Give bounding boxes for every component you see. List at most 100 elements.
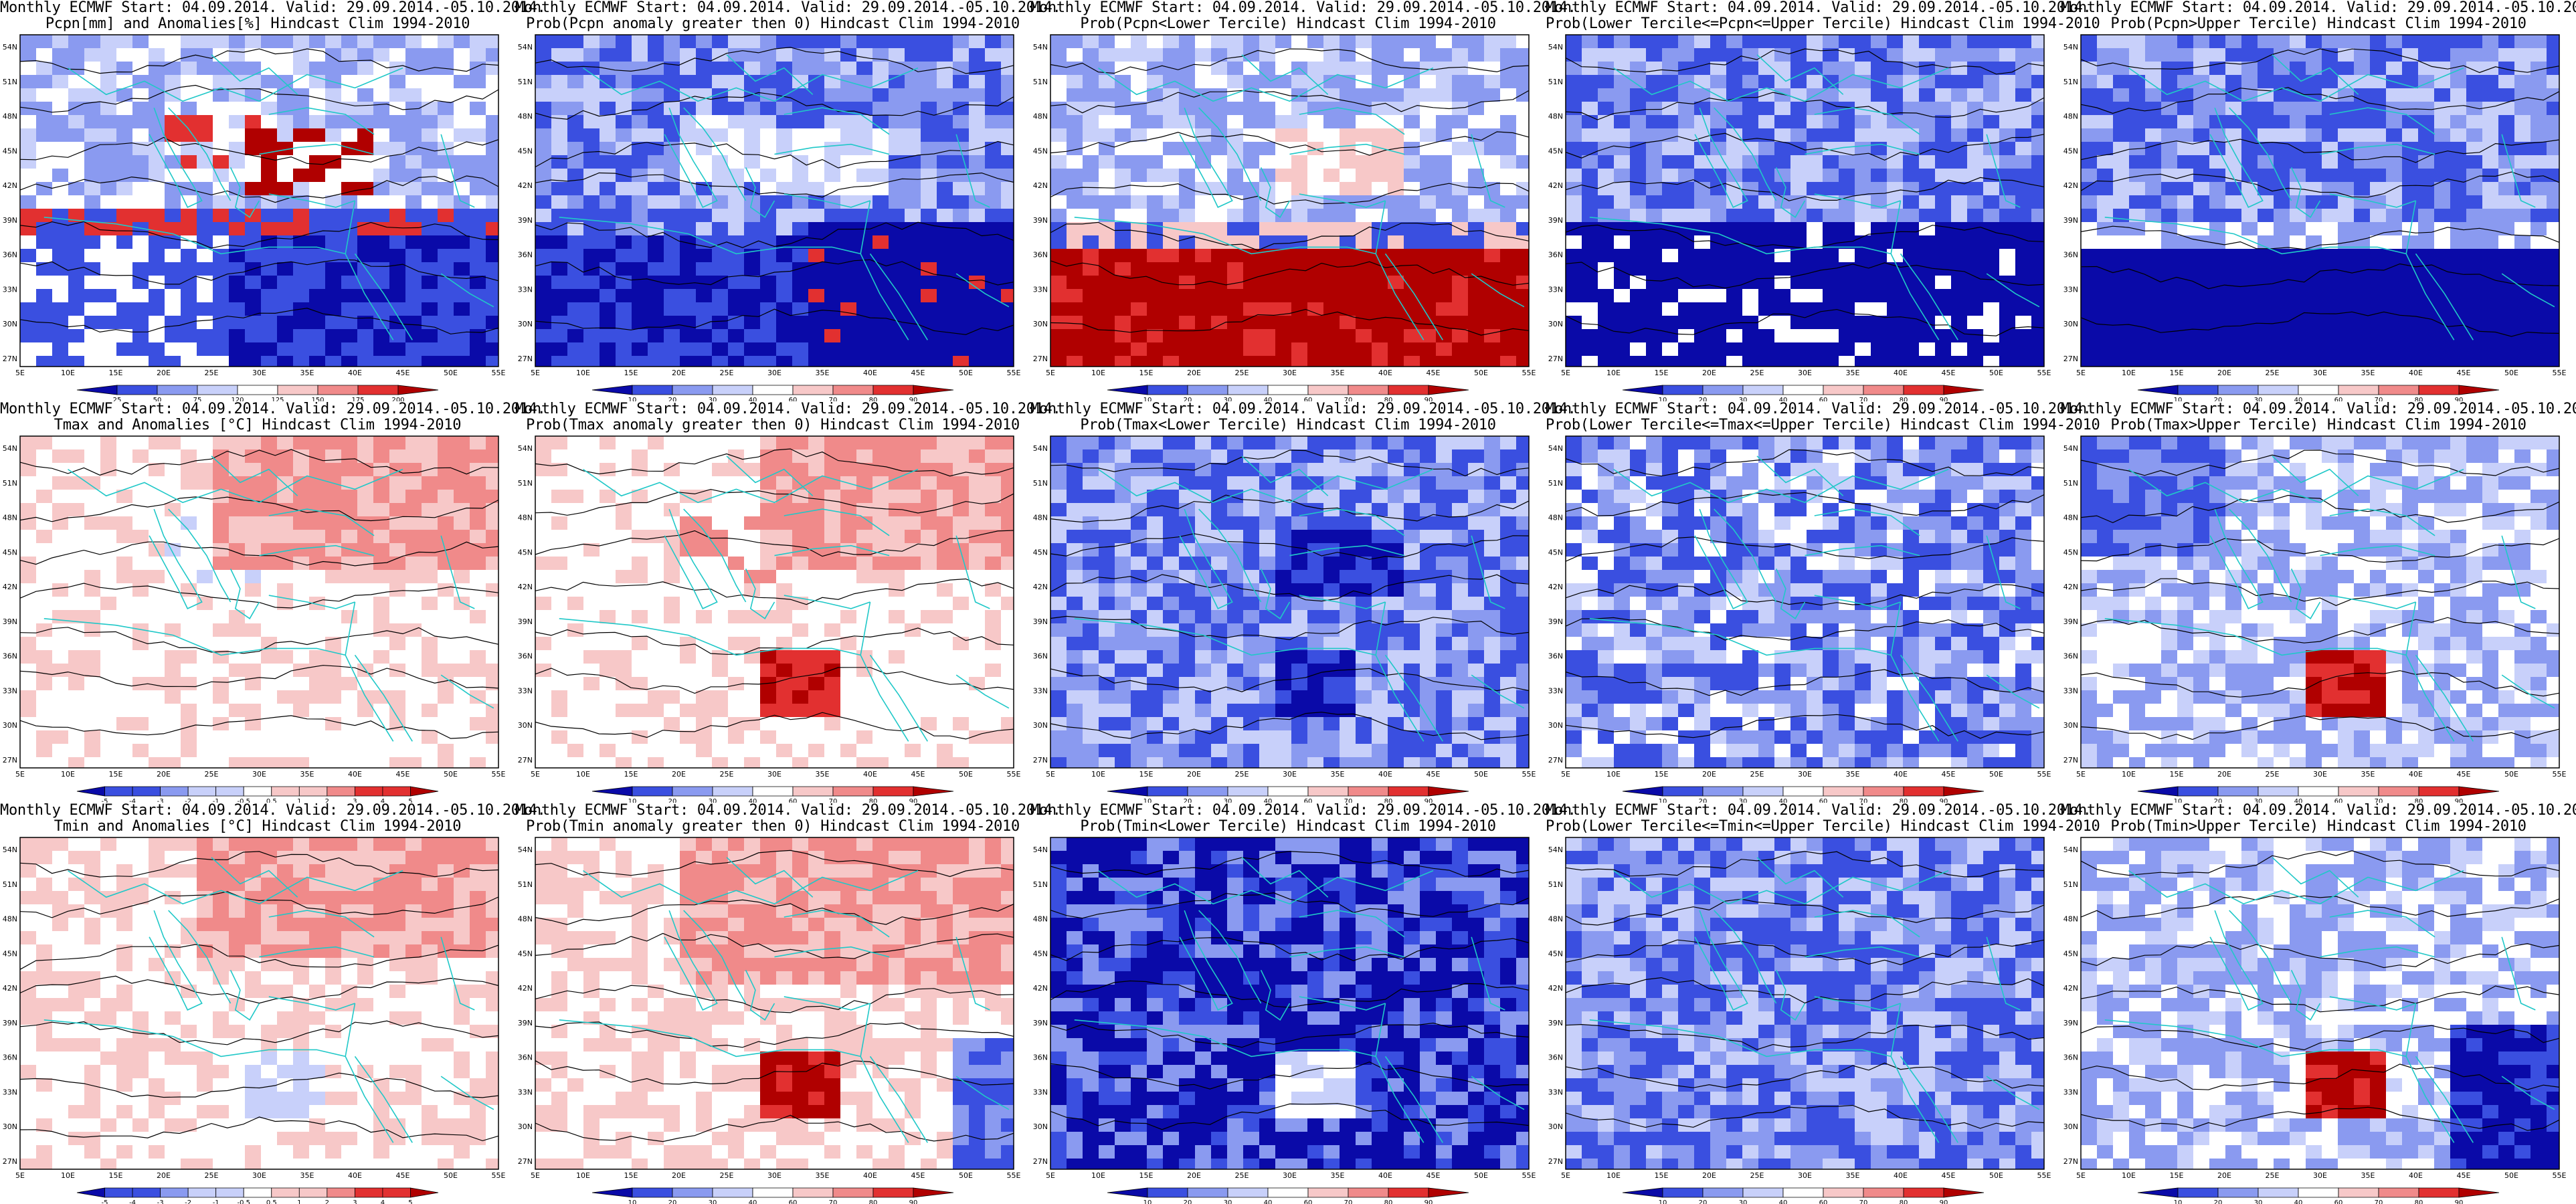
lat-tick-label: 45N (3, 548, 17, 557)
lat-tick-label: 27N (1548, 756, 1563, 765)
lon-tick-label: 5E (1561, 1171, 1570, 1180)
colorbar: 10 20 30 40 60 70 80 90 (1107, 786, 1469, 803)
colorbar-tick-label: 40 (1779, 397, 1788, 401)
lat-tick-label: 39N (518, 216, 533, 225)
coastlines (2104, 456, 2555, 742)
coastlines (1589, 456, 2040, 742)
lon-tick-label: 50E (444, 770, 458, 779)
colorbar-tick-label: 90 (1424, 1199, 1433, 1204)
colorbar: 25 50 75 120 125 150 175 200 (76, 385, 439, 401)
map-figure: 54N 51N 48N 45N 42N 39N 36N 33N 30N 27N 5E 10E 15E 20… (2063, 34, 2567, 401)
lon-tick-label: 55E (1522, 369, 1536, 377)
colorbar-tick-label: 80 (1900, 1199, 1908, 1204)
colorbar-tick-label: 70 (829, 1199, 838, 1204)
colorbar-tick-label: 60 (789, 397, 798, 401)
colorbar-tick-label: 60 (2334, 798, 2343, 803)
lat-tick-label: 54N (1033, 444, 1048, 453)
lon-tick-label: 15E (1655, 1171, 1669, 1180)
colorbar-tick-label: -3 (157, 1199, 164, 1204)
colorbar-tick-label: -3 (157, 798, 164, 803)
lat-tick-label: 36N (1033, 652, 1048, 661)
colorbar-tick-label: 20 (2214, 397, 2223, 401)
lon-tick-label: 45E (1942, 770, 1956, 779)
lon-tick-label: 35E (816, 369, 830, 377)
lon-tick-label: 15E (624, 1171, 638, 1180)
lat-tick-label: 27N (1033, 355, 1048, 363)
colorbar-tick-label: 20 (1184, 397, 1192, 401)
lat-tick-label: 51N (2063, 880, 2078, 889)
lon-tick-label: 20E (1702, 369, 1716, 377)
colorbar-tick-label: 80 (869, 798, 878, 803)
lat-tick-label: 36N (518, 251, 533, 260)
map-frame (2080, 837, 2560, 1170)
map-figure: 54N 51N 48N 45N 42N 39N 36N 33N 30N 27N 5E 10E 15E 20… (3, 34, 506, 401)
coastlines (559, 857, 1010, 1143)
lat-tick-label: 45N (1548, 949, 1563, 958)
colorbar-tick-label: 25 (113, 397, 122, 401)
lon-tick-label: 25E (205, 369, 219, 377)
lat-tick-label: 30N (2063, 721, 2078, 730)
colorbar: 10 20 30 40 60 70 80 90 (1622, 786, 1985, 803)
coastlines (2104, 54, 2555, 340)
lon-tick-label: 35E (1331, 1171, 1345, 1180)
lat-tick-label: 54N (518, 43, 533, 52)
lat-tick-label: 36N (518, 652, 533, 661)
lon-tick-label: 10E (1606, 770, 1621, 779)
contour-lines (1565, 851, 2045, 1129)
lon-tick-label: 40E (1378, 1171, 1392, 1180)
map-figure: 54N 51N 48N 45N 42N 39N 36N 33N 30N 27N 5E 10E 15E 20… (518, 435, 1021, 803)
lat-tick-label: 27N (3, 355, 17, 363)
colorbar-tick-label: 75 (193, 397, 202, 401)
lat-tick-label: 27N (1548, 1157, 1563, 1166)
lon-tick-label: 50E (1474, 770, 1488, 779)
lat-tick-label: 33N (3, 686, 17, 695)
lon-tick-label: 30E (767, 369, 781, 377)
lon-tick-label: 40E (2409, 369, 2423, 377)
field-shading (1050, 35, 1530, 367)
colorbar: 10 20 30 40 60 70 80 90 (591, 385, 954, 401)
lat-tick-label: 27N (518, 756, 533, 765)
colorbar-tick-label: 20 (1184, 1199, 1192, 1204)
lat-tick-label: 48N (3, 915, 17, 924)
lon-tick-label: 40E (863, 770, 877, 779)
lon-tick-label: 35E (300, 770, 314, 779)
lon-tick-label: 10E (1606, 1171, 1621, 1180)
lon-tick-label: 35E (816, 1171, 830, 1180)
lon-tick-label: 35E (300, 369, 314, 377)
colorbar-tick-label: 10 (1659, 397, 1667, 401)
colorbar-tick-label: 90 (2455, 397, 2464, 401)
lat-tick-label: 42N (1033, 984, 1048, 993)
lon-tick-label: 40E (1894, 770, 1908, 779)
colorbar-tick-label: 1 (297, 798, 301, 803)
lat-tick-label: 48N (2063, 915, 2078, 924)
lat-tick-label: 27N (1548, 355, 1563, 363)
lat-tick-label: 45N (2063, 548, 2078, 557)
lat-tick-label: 51N (1033, 78, 1048, 86)
colorbar-tick-label: 10 (628, 397, 637, 401)
colorbar-tick-label: 30 (709, 397, 717, 401)
lon-tick-label: 20E (1187, 369, 1201, 377)
lat-tick-label: 36N (1548, 1054, 1563, 1062)
lat-tick-label: 45N (1548, 146, 1563, 155)
colorbar-tick-label: 20 (1699, 1199, 1708, 1204)
lon-tick-label: 50E (444, 369, 458, 377)
field-shading (2081, 35, 2560, 367)
lon-tick-label: 5E (1561, 369, 1570, 377)
lat-tick-label: 33N (3, 1088, 17, 1096)
panel-title-line1: Monthly ECMWF Start: 04.09.2014. Valid: … (1546, 802, 2092, 819)
contour-lines (2080, 449, 2560, 740)
colorbar-tick-label: 30 (2254, 397, 2263, 401)
colorbar-tick-label: 80 (1384, 798, 1393, 803)
lat-tick-label: 39N (2063, 617, 2078, 626)
field-shading (2081, 436, 2560, 769)
map-figure: 54N 51N 48N 45N 42N 39N 36N 33N 30N 27N 5E 10E 15E 20… (2063, 837, 2567, 1204)
colorbar-tick-label: -2 (185, 798, 191, 803)
colorbar-tick-label: 80 (869, 397, 878, 401)
contour-lines (2080, 850, 2560, 1131)
lat-tick-label: 39N (2063, 216, 2078, 225)
coastlines (1074, 857, 1525, 1143)
lon-tick-label: 10E (61, 770, 75, 779)
lon-tick-label: 5E (1046, 770, 1055, 779)
lat-tick-label: 36N (1033, 251, 1048, 260)
lon-tick-label: 30E (767, 1171, 781, 1180)
